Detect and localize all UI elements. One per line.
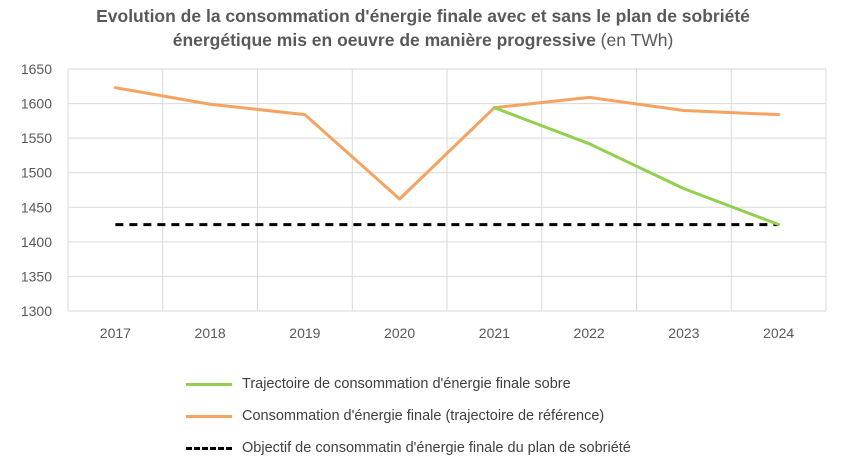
x-tick-label: 2020 xyxy=(384,325,415,341)
legend-item: Objectif de consommatin d'énergie finale… xyxy=(186,432,631,464)
chart-title-line2-main: énergétique mis en oeuvre de manière pro… xyxy=(172,30,596,50)
legend-label: Consommation d'énergie finale (trajectoi… xyxy=(242,408,605,424)
x-tick-label: 2024 xyxy=(763,325,794,341)
legend-swatch xyxy=(186,382,232,386)
y-tick-label: 1400 xyxy=(21,234,52,250)
x-tick-label: 2022 xyxy=(574,325,605,341)
y-tick-label: 1450 xyxy=(21,199,52,215)
x-tick-label: 2021 xyxy=(479,325,510,341)
x-tick-label: 2017 xyxy=(100,325,131,341)
legend-item: Consommation d'énergie finale (trajectoi… xyxy=(186,400,631,432)
chart-title: Evolution de la consommation d'énergie f… xyxy=(0,4,846,52)
series-line-0 xyxy=(492,106,781,227)
y-tick-label: 1650 xyxy=(21,61,52,77)
chart-title-unit: (en TWh) xyxy=(595,30,674,50)
grid-lines xyxy=(67,68,827,312)
x-tick-label: 2019 xyxy=(289,325,320,341)
y-tick-label: 1500 xyxy=(21,165,52,181)
legend-label: Objectif de consommatin d'énergie finale… xyxy=(242,440,631,456)
y-tick-label: 1600 xyxy=(21,96,52,112)
legend-swatch xyxy=(186,446,232,450)
x-axis-ticks: 2017 2018 2019 2020 2021 2022 2023 2024 xyxy=(100,325,795,341)
y-tick-label: 1550 xyxy=(21,130,52,146)
y-tick-label: 1300 xyxy=(21,303,52,319)
chart-title-line2: énergétique mis en oeuvre de manière pro… xyxy=(0,28,846,52)
chart-legend: Trajectoire de consommation d'énergie fi… xyxy=(186,368,631,464)
y-tick-label: 1350 xyxy=(21,268,52,284)
y-axis-ticks: 1300 1350 1400 1450 1500 1550 1600 1650 xyxy=(21,61,52,319)
chart-title-line1: Evolution de la consommation d'énergie f… xyxy=(96,6,750,26)
legend-label: Trajectoire de consommation d'énergie fi… xyxy=(242,376,571,392)
series-line-1 xyxy=(113,86,781,201)
legend-swatch xyxy=(186,414,232,418)
legend-item: Trajectoire de consommation d'énergie fi… xyxy=(186,368,631,400)
series-lines xyxy=(113,86,781,227)
x-tick-label: 2023 xyxy=(668,325,699,341)
x-tick-label: 2018 xyxy=(195,325,226,341)
